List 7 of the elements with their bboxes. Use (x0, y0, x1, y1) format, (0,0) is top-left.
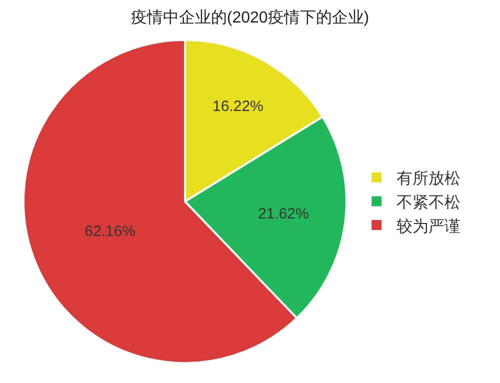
data-label: 21.62% (258, 206, 309, 223)
data-label: 16.22% (212, 98, 264, 116)
data-label: 62.16% (84, 223, 136, 240)
legend-label: 不紧不松 (396, 193, 461, 212)
legend-label: 有所放松 (396, 170, 461, 188)
legend-label: 较为严谨 (396, 217, 461, 236)
chart-title: 疫情中企业的(2020疫情下的企业) (130, 8, 370, 27)
